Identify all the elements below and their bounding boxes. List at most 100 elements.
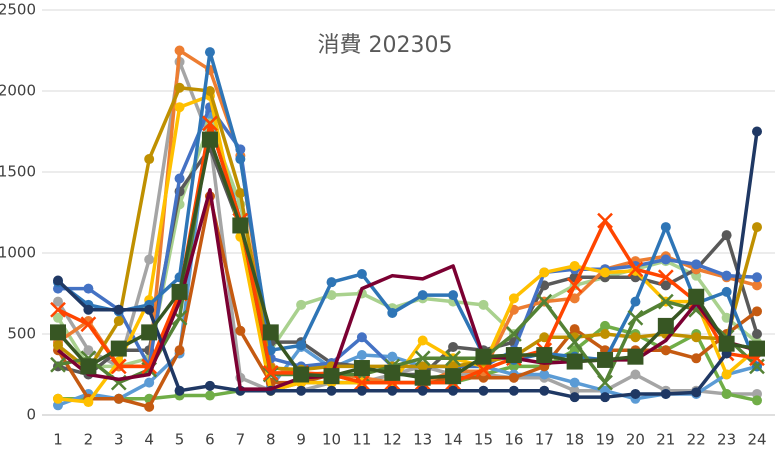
data-point (478, 299, 489, 310)
data-point (113, 316, 124, 327)
x-tick-label: 7 (236, 431, 246, 449)
data-point (141, 324, 158, 341)
x-tick-label: 23 (717, 431, 736, 449)
x-tick-label: 17 (535, 431, 554, 449)
data-point (597, 374, 613, 391)
data-point (83, 397, 94, 408)
data-point (235, 325, 246, 336)
data-point (475, 361, 492, 378)
data-point (110, 358, 127, 375)
data-point (204, 47, 215, 58)
data-point (293, 366, 310, 383)
y-tick-label: 2500 (0, 1, 36, 19)
data-point (356, 269, 367, 280)
data-point (688, 288, 705, 305)
data-point (53, 340, 63, 351)
x-tick-label: 20 (626, 431, 645, 449)
x-tick-label: 19 (595, 431, 614, 449)
data-point (262, 364, 279, 381)
data-point (752, 222, 762, 233)
data-point (296, 299, 307, 310)
data-point (356, 385, 367, 396)
data-point (566, 353, 583, 370)
data-point (53, 296, 63, 307)
data-point (721, 312, 732, 323)
data-point (691, 259, 702, 270)
data-point (83, 283, 94, 294)
data-point (505, 347, 522, 364)
series-line (56, 131, 759, 399)
data-point (174, 45, 185, 56)
data-point (657, 293, 674, 310)
data-point (387, 307, 398, 318)
data-point (752, 126, 762, 137)
x-tick-label: 21 (656, 431, 675, 449)
data-point (202, 115, 218, 132)
y-tick-label: 1000 (0, 244, 36, 262)
data-point (569, 293, 580, 304)
x-tick-label: 22 (687, 431, 706, 449)
data-point (749, 340, 765, 357)
data-point (752, 395, 762, 406)
x-tick-label: 12 (383, 431, 402, 449)
data-point (384, 364, 401, 381)
data-point (296, 385, 307, 396)
data-point (53, 393, 63, 404)
x-tick-label: 8 (266, 431, 276, 449)
data-point (262, 324, 279, 341)
data-point (660, 222, 671, 233)
data-point (232, 217, 249, 234)
y-tick-label: 1500 (0, 163, 36, 181)
data-point (53, 312, 63, 323)
data-point (627, 309, 644, 326)
data-point (508, 372, 519, 383)
data-point (171, 283, 188, 300)
data-point (354, 374, 370, 391)
data-point (505, 326, 522, 342)
data-point (445, 350, 461, 367)
data-point (600, 329, 611, 339)
x-tick-label: 4 (144, 431, 154, 449)
y-tick-label: 0 (26, 406, 36, 424)
series-line (57, 121, 759, 385)
x-tick-label: 16 (504, 431, 523, 449)
data-point (174, 173, 185, 184)
data-point (417, 361, 428, 372)
data-point (539, 385, 550, 396)
data-point (387, 351, 398, 362)
data-point (536, 347, 553, 364)
series-line (57, 121, 758, 385)
data-point (448, 341, 459, 352)
data-point (323, 368, 340, 385)
data-point (539, 332, 550, 343)
chart-title: 消費 202305 (318, 33, 453, 58)
data-point (721, 270, 732, 281)
x-tick-label: 1 (53, 431, 63, 449)
data-point (752, 272, 762, 283)
data-point (448, 290, 459, 301)
data-point (475, 348, 492, 365)
data-point (50, 356, 66, 373)
data-point (144, 254, 155, 265)
series-line (57, 94, 759, 404)
data-point (752, 280, 762, 291)
data-point (660, 388, 671, 399)
data-point (566, 277, 583, 294)
y-tick-label: 500 (7, 325, 36, 343)
x-tick-label: 9 (296, 431, 306, 449)
data-point (718, 335, 735, 352)
data-point (657, 317, 674, 334)
data-point (326, 385, 337, 396)
data-point (566, 334, 583, 350)
data-point (597, 212, 613, 229)
data-point (445, 368, 462, 385)
data-point (721, 286, 732, 297)
data-point (569, 324, 580, 335)
data-point (478, 385, 489, 396)
data-point (83, 345, 94, 356)
data-point (630, 369, 641, 380)
data-point (417, 335, 428, 346)
x-tick-label: 10 (322, 431, 341, 449)
data-point (508, 293, 519, 304)
